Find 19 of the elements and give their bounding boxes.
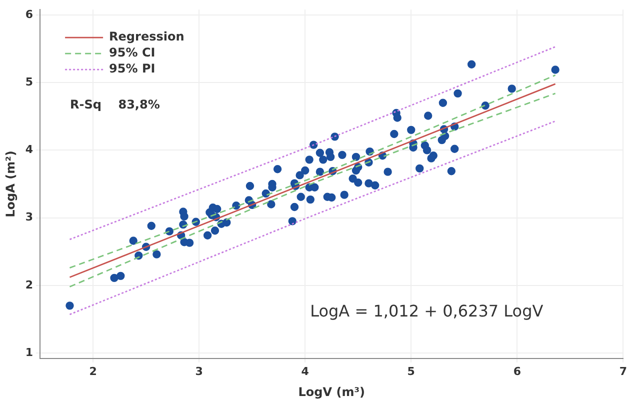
annotation: R-Sq 83,8% <box>70 98 160 112</box>
y-tick-label: 4 <box>25 143 34 156</box>
x-tick-label: 5 <box>407 364 415 378</box>
y-axis-title: LogA (m²) <box>3 150 18 218</box>
y-tick-label: 6 <box>25 8 34 21</box>
legend-label: 95% PI <box>109 62 156 76</box>
x-tick-label: 3 <box>195 364 203 378</box>
legend-label: 95% CI <box>109 46 156 60</box>
legend-label: Regression <box>109 30 184 44</box>
x-tick-label: 2 <box>89 364 97 378</box>
y-tick-label: 1 <box>25 346 34 359</box>
x-tick-label: 7 <box>619 364 627 378</box>
y-tick-label: 5 <box>25 75 34 88</box>
x-axis-title: LogV (m³) <box>298 384 365 399</box>
x-tick-label: 6 <box>513 364 522 378</box>
y-tick-label: 2 <box>25 278 34 292</box>
x-tick-label: 4 <box>301 364 310 378</box>
annotation: LogA = 1,012 + 0,6237 LogV <box>310 302 544 321</box>
y-tick-label: 3 <box>25 210 34 224</box>
